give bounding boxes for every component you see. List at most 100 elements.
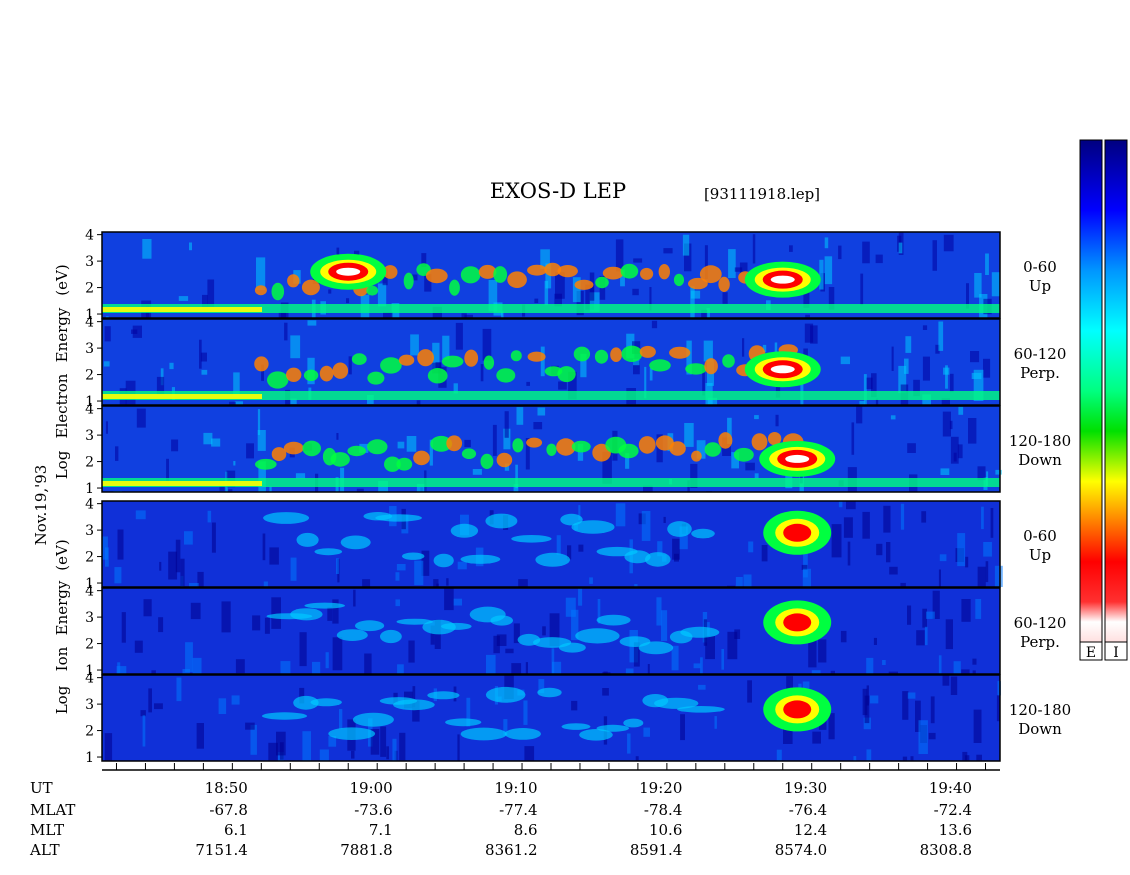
flux-blob bbox=[490, 615, 513, 626]
spectrogram-texture bbox=[657, 541, 663, 557]
orbit-row-label: MLT bbox=[30, 821, 64, 839]
spectrogram-texture bbox=[889, 566, 898, 575]
y-tick-label: 1 bbox=[85, 481, 94, 497]
spectrogram-texture bbox=[602, 672, 611, 674]
spectrogram-texture bbox=[973, 369, 984, 401]
direction-label: Down bbox=[1018, 451, 1062, 469]
flux-blob bbox=[398, 354, 415, 366]
pitch-angle-label: 120-180 bbox=[1009, 701, 1071, 719]
spectrogram-texture bbox=[576, 291, 584, 316]
flux-blob bbox=[314, 548, 343, 556]
spectrogram-texture bbox=[990, 508, 994, 538]
orbit-row-label: MLAT bbox=[30, 801, 75, 819]
spectrogram-texture bbox=[168, 551, 178, 580]
orbit-value: 8.6 bbox=[514, 821, 538, 839]
spectrogram-texture bbox=[279, 742, 284, 760]
spectrogram-texture bbox=[862, 241, 870, 264]
direction-label: Up bbox=[1029, 277, 1051, 295]
spectrogram-texture bbox=[971, 372, 982, 379]
spectrogram-texture bbox=[853, 756, 857, 761]
spectrogram-texture bbox=[991, 272, 1001, 297]
spectrogram-texture bbox=[116, 666, 127, 674]
spectrogram-texture bbox=[615, 239, 624, 272]
orbit-value: 13.6 bbox=[939, 821, 972, 839]
spectrogram-texture bbox=[328, 289, 332, 294]
spectrogram-texture bbox=[981, 506, 984, 530]
spectrogram-texture bbox=[875, 254, 883, 264]
spectrogram-texture bbox=[290, 557, 297, 581]
spectrogram-texture bbox=[828, 287, 835, 310]
spectrogram-texture bbox=[928, 732, 936, 740]
spectrogram-texture bbox=[727, 417, 732, 445]
ev-label-word: (eV) bbox=[53, 264, 71, 295]
flux-blob bbox=[380, 357, 402, 374]
flux-blob bbox=[527, 351, 546, 362]
spectrogram-texture bbox=[752, 234, 756, 264]
spectrogram-texture bbox=[976, 754, 982, 761]
spectrogram-texture bbox=[745, 462, 755, 471]
peak-core bbox=[783, 523, 812, 542]
spectrogram-texture bbox=[103, 361, 110, 367]
spectrogram-texture bbox=[336, 433, 339, 440]
flux-blob bbox=[336, 629, 368, 641]
spectrogram-panel: 1 2 3 4 bbox=[85, 402, 1002, 497]
spectrogram-texture bbox=[585, 284, 595, 310]
spectrogram-texture bbox=[461, 313, 467, 318]
ion-log-label: Log bbox=[53, 685, 71, 714]
spectrogram-texture bbox=[319, 749, 329, 761]
panel-frame bbox=[101, 674, 1001, 762]
spectrogram-texture bbox=[503, 719, 508, 736]
flux-blob bbox=[450, 523, 479, 538]
flux-blob bbox=[526, 437, 543, 448]
spectrogram-texture bbox=[429, 439, 433, 466]
spectrogram-texture bbox=[549, 613, 560, 646]
spectrogram-texture bbox=[838, 245, 842, 260]
flux-blob bbox=[496, 452, 513, 468]
spectrogram-texture bbox=[504, 411, 509, 438]
spectrogram-texture bbox=[690, 463, 698, 488]
y-tick-label: 3 bbox=[85, 523, 94, 539]
spectrogram-texture bbox=[202, 294, 208, 310]
spectrogram-texture bbox=[957, 444, 963, 459]
flux-blob bbox=[704, 442, 721, 457]
spectrogram-texture bbox=[747, 680, 752, 703]
spectrogram-texture bbox=[910, 756, 914, 761]
pitch-angle-label: 60-120 bbox=[1014, 614, 1067, 632]
flux-blob bbox=[460, 554, 501, 564]
spectrogram-texture bbox=[615, 503, 626, 527]
spectrogram-texture bbox=[332, 637, 343, 671]
spectrogram-texture bbox=[635, 756, 639, 761]
electron-colorbar bbox=[1079, 139, 1103, 643]
spectrogram-texture bbox=[926, 611, 935, 619]
orbit-value: 18:50 bbox=[205, 779, 248, 797]
orbit-value: 19:10 bbox=[494, 779, 537, 797]
spectrogram-texture bbox=[602, 688, 609, 696]
flux-blob bbox=[480, 453, 494, 469]
spectrogram-texture bbox=[922, 608, 927, 628]
spectrogram-texture bbox=[421, 550, 430, 576]
spectrogram-texture bbox=[555, 272, 565, 299]
flux-blob bbox=[511, 535, 552, 543]
spectrogram-texture bbox=[290, 398, 297, 405]
flux-blob bbox=[301, 279, 320, 296]
spectrogram-texture bbox=[307, 320, 317, 326]
spectrogram-texture bbox=[336, 247, 340, 255]
spectrogram-texture bbox=[453, 383, 458, 394]
spectrogram-texture bbox=[284, 322, 288, 341]
spectrogram-texture bbox=[754, 415, 759, 420]
spectrogram-texture bbox=[233, 461, 236, 466]
spectrogram-texture bbox=[679, 526, 688, 550]
y-tick-label: 3 bbox=[85, 428, 94, 444]
flux-blob bbox=[669, 346, 691, 359]
direction-label: Down bbox=[1018, 720, 1062, 738]
spectrogram-texture bbox=[328, 736, 337, 747]
spectrogram-texture bbox=[643, 727, 650, 737]
electron-label-word: Electron bbox=[53, 373, 71, 438]
spectrogram-texture bbox=[568, 371, 577, 400]
flux-blob bbox=[618, 443, 639, 459]
y-tick-label: 3 bbox=[85, 254, 94, 270]
flux-blob bbox=[396, 618, 433, 625]
flux-blob bbox=[261, 712, 308, 720]
spectrogram-texture bbox=[950, 676, 958, 695]
